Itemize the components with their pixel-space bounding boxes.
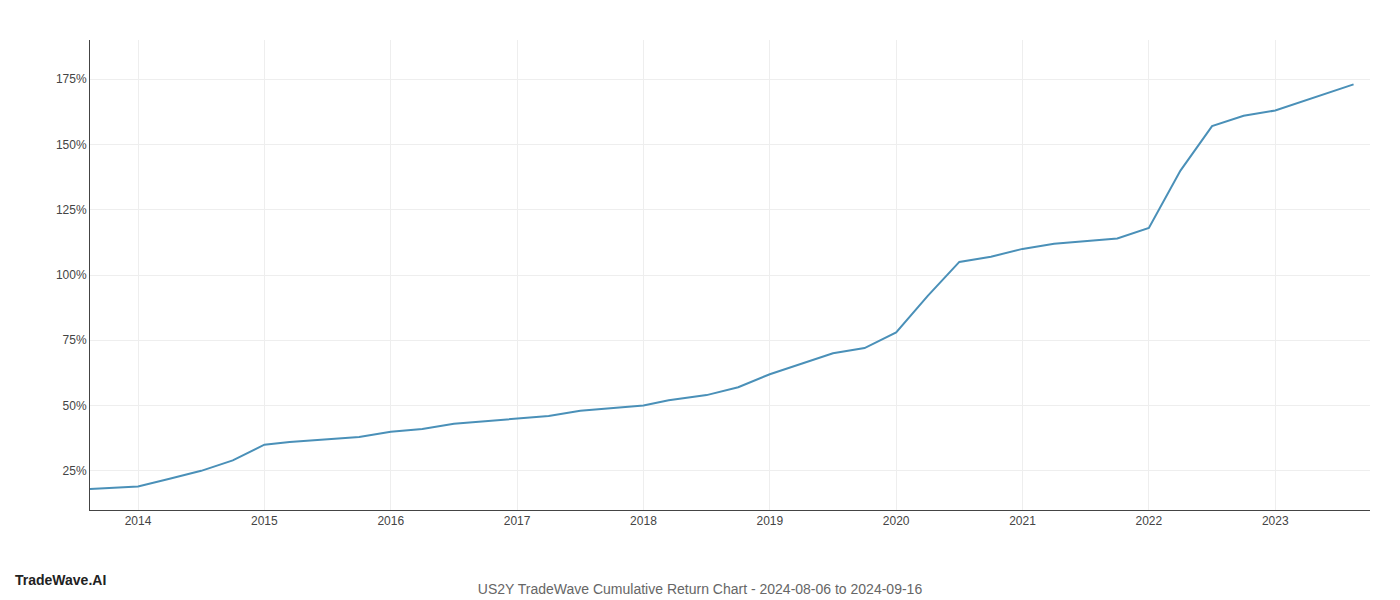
svg-text:125%: 125% (56, 203, 87, 217)
svg-text:2021: 2021 (1009, 514, 1036, 528)
svg-text:100%: 100% (56, 268, 87, 282)
svg-text:2014: 2014 (125, 514, 152, 528)
svg-text:175%: 175% (56, 72, 87, 86)
svg-text:2017: 2017 (504, 514, 531, 528)
svg-text:2019: 2019 (756, 514, 783, 528)
svg-text:2023: 2023 (1262, 514, 1289, 528)
svg-text:2022: 2022 (1136, 514, 1163, 528)
svg-text:150%: 150% (56, 138, 87, 152)
svg-text:2016: 2016 (377, 514, 404, 528)
svg-text:2015: 2015 (251, 514, 278, 528)
svg-text:2018: 2018 (630, 514, 657, 528)
svg-text:2020: 2020 (883, 514, 910, 528)
svg-text:25%: 25% (63, 464, 87, 478)
svg-text:TradeWave.AI: TradeWave.AI (15, 572, 106, 588)
svg-text:75%: 75% (63, 333, 87, 347)
svg-text:US2Y TradeWave Cumulative Retu: US2Y TradeWave Cumulative Return Chart -… (478, 581, 923, 597)
svg-text:50%: 50% (63, 399, 87, 413)
